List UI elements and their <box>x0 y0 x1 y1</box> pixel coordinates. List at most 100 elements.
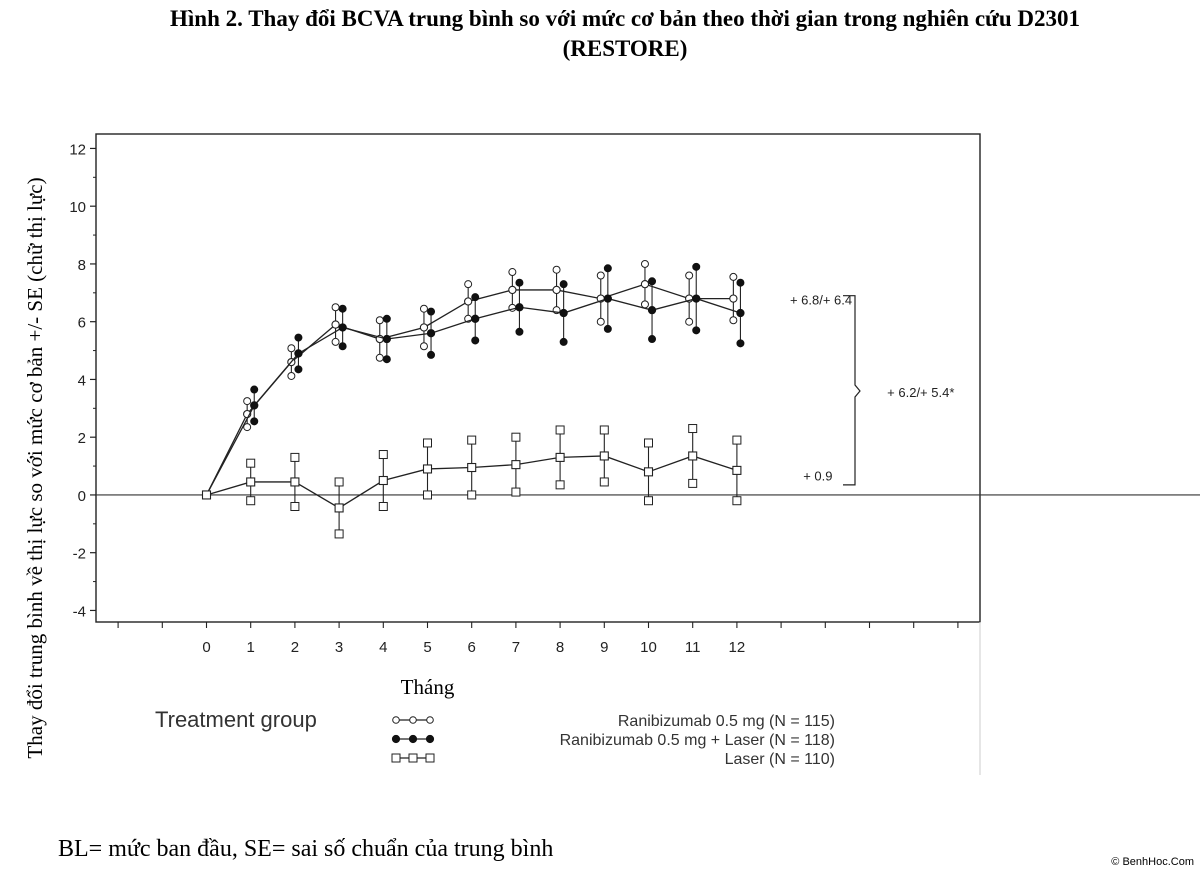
x-tick-label: 10 <box>640 639 657 656</box>
y-tick-label: 6 <box>78 315 86 332</box>
error-cap <box>555 480 565 490</box>
error-cap <box>640 300 649 309</box>
data-point <box>736 308 745 318</box>
error-cap <box>338 304 347 313</box>
x-tick-label: 1 <box>247 639 255 656</box>
error-cap <box>729 316 738 325</box>
data-point <box>290 477 300 487</box>
data-point <box>647 305 657 315</box>
error-cap <box>555 425 565 435</box>
error-cap <box>334 477 344 487</box>
data-point <box>338 323 347 332</box>
data-point <box>201 490 212 500</box>
x-tick-label: 6 <box>468 639 476 656</box>
plot-frame <box>95 133 981 623</box>
data-point <box>643 467 654 477</box>
error-cap <box>515 278 524 287</box>
y-axis-label: Thay đổi trung bình về thị lực so với mứ… <box>23 177 47 758</box>
error-cap <box>419 304 428 313</box>
data-point <box>426 329 436 338</box>
error-cap <box>692 262 701 271</box>
error-cap <box>338 342 347 351</box>
error-cap <box>471 293 480 302</box>
error-cap <box>375 316 384 325</box>
error-cap <box>378 501 388 511</box>
data-point <box>732 465 742 475</box>
error-cap <box>603 264 612 273</box>
data-point <box>419 323 429 332</box>
data-point <box>422 464 433 474</box>
x-tick-label: 3 <box>335 639 343 656</box>
error-cap <box>287 371 296 380</box>
error-cap <box>736 339 745 348</box>
annotation-label-3: + 0.9 <box>803 469 832 484</box>
x-tick-label: 4 <box>379 639 387 656</box>
y-tick-label: 10 <box>69 199 86 216</box>
footnote: BL= mức ban đầu, SE= sai số chuẩn của tr… <box>58 836 554 862</box>
legend-label: Laser (N = 110) <box>725 751 835 768</box>
error-cap <box>599 477 609 487</box>
data-point <box>511 460 521 470</box>
x-axis-label: Tháng <box>401 675 455 699</box>
data-point <box>246 477 256 487</box>
legend-entry-3 <box>391 753 435 763</box>
error-cap <box>419 342 428 351</box>
data-point <box>467 462 477 473</box>
legend-marker <box>425 753 435 763</box>
error-cap <box>294 333 303 342</box>
data-point <box>603 294 612 303</box>
y-tick-label: 0 <box>78 488 86 505</box>
error-cap <box>640 259 649 268</box>
error-cap <box>250 417 259 426</box>
error-cap <box>427 307 436 316</box>
y-tick-label: -2 <box>73 546 86 563</box>
x-tick-label: 7 <box>512 639 520 656</box>
legend-marker <box>426 716 434 724</box>
error-cap <box>552 265 561 274</box>
error-cap <box>467 435 477 445</box>
data-point <box>640 280 650 289</box>
y-tick-label: 12 <box>69 141 86 158</box>
figure-title: Hình 2. Thay đổi BCVA trung bình so với … <box>60 4 1190 64</box>
error-cap <box>644 438 653 448</box>
x-tick-label: 2 <box>291 639 299 656</box>
data-point <box>382 334 391 344</box>
error-cap <box>736 278 745 287</box>
data-point <box>334 503 344 513</box>
error-cap <box>732 435 742 445</box>
error-cap <box>243 397 252 406</box>
legend-marker <box>409 716 417 724</box>
x-tick-label: 12 <box>729 639 746 656</box>
error-cap <box>648 335 657 344</box>
error-cap <box>685 271 694 280</box>
data-point <box>331 320 340 329</box>
legend-marker <box>408 734 418 744</box>
data-point <box>464 297 473 306</box>
data-point <box>552 285 561 295</box>
error-cap <box>290 501 300 511</box>
data-point <box>688 451 698 461</box>
error-cap <box>294 365 303 374</box>
error-cap <box>378 450 388 460</box>
y-tick-label: 2 <box>78 430 86 447</box>
error-cap <box>464 280 473 289</box>
legend-title: Treatment group <box>155 707 317 732</box>
y-tick-label: 8 <box>78 257 86 274</box>
error-cap <box>243 423 252 432</box>
x-tick-label: 0 <box>202 639 210 656</box>
data-point <box>599 451 609 461</box>
error-cap <box>559 280 568 289</box>
error-cap <box>688 424 698 434</box>
data-point <box>508 285 517 295</box>
error-cap <box>599 425 609 435</box>
legend-entry-1 <box>392 716 434 724</box>
x-tick-label: 11 <box>685 639 701 656</box>
error-cap <box>382 314 391 323</box>
error-cap <box>644 496 653 506</box>
data-point <box>692 294 701 303</box>
watermark: © BenhHoc.Com <box>1111 856 1194 868</box>
legend-marker <box>391 734 401 744</box>
error-cap <box>246 458 256 468</box>
error-cap <box>331 303 340 312</box>
